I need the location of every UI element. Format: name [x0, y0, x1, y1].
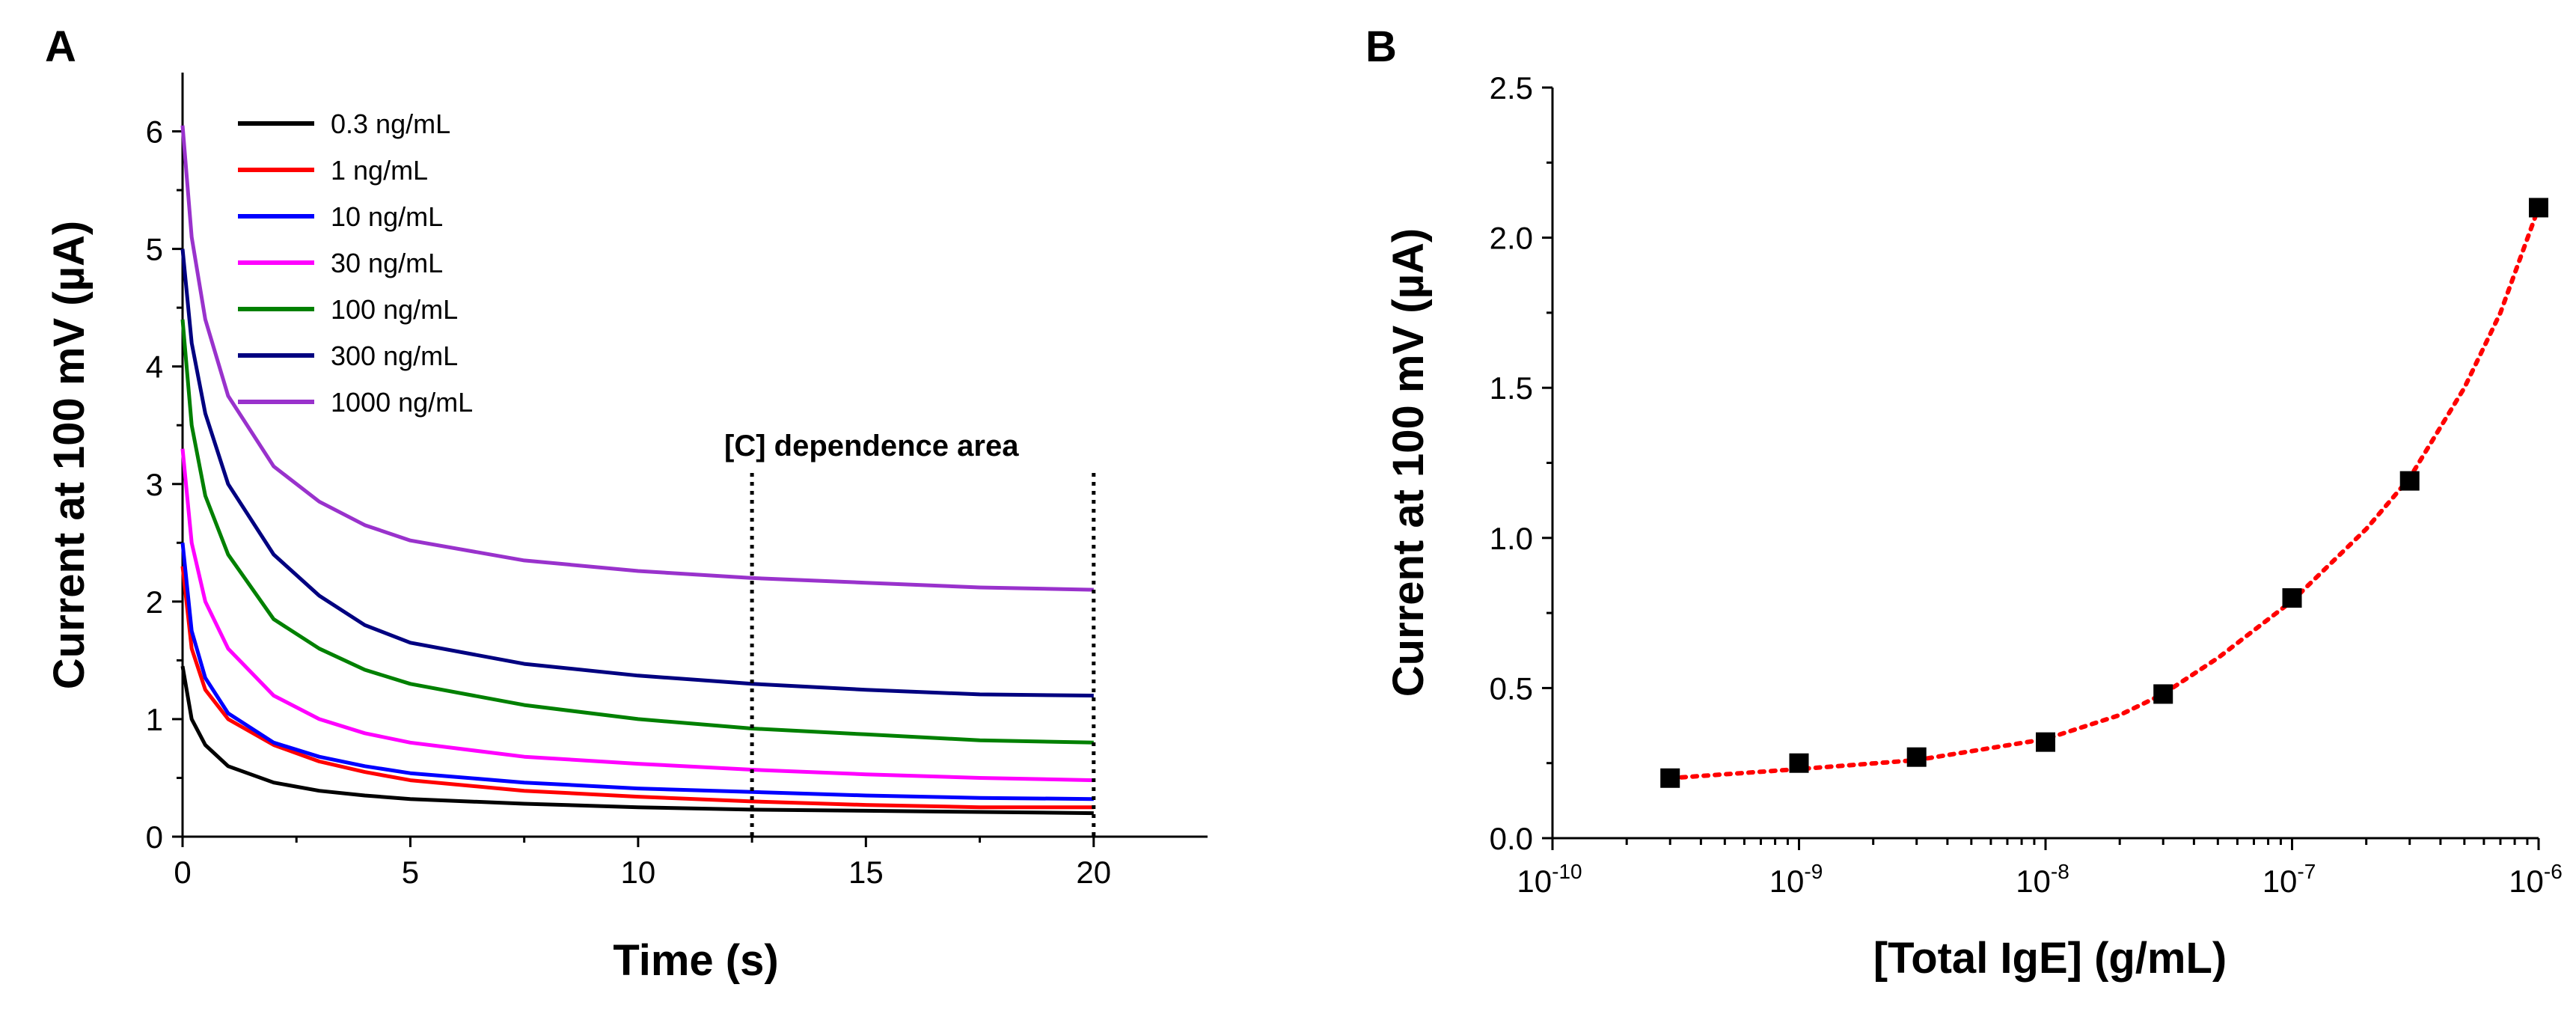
- annotation-text: [C] dependence area: [724, 430, 1019, 462]
- y-tick-label: 4: [146, 349, 163, 385]
- x-tick-label: 10: [621, 855, 656, 890]
- chart-b: 10-10 10-9 10-8 10-7 10-6 0.0 0.5 1.0 1.5 2.0 2.5…: [1384, 70, 2563, 983]
- series-line: [180, 448, 1094, 783]
- y-tick-label: 2.0: [1490, 221, 1533, 256]
- chart-b-fit-curve: [1668, 205, 2541, 781]
- y-tick-label: 6: [146, 114, 163, 150]
- y-tick-label: 1: [146, 702, 163, 737]
- series-line: [180, 566, 1094, 810]
- x-tick-label: 10-9: [1769, 860, 1823, 899]
- y-tick-label: 2: [146, 584, 163, 620]
- chart-b-x-ticks: 10-10 10-9 10-8 10-7 10-6: [1517, 838, 2563, 899]
- chart-a-series: [180, 125, 1094, 816]
- chart-b-y-ticks: 0.0 0.5 1.0 1.5 2.0 2.5: [1490, 70, 1552, 856]
- y-tick-label: 1.5: [1490, 370, 1533, 406]
- y-tick-label: 3: [146, 467, 163, 502]
- y-tick-label: 0.5: [1490, 671, 1533, 706]
- chart-a-legend: 0.3 ng/mL 1 ng/mL 10 ng/mL 30 ng/mL 100 ng/m…: [238, 109, 473, 418]
- data-point: [2153, 684, 2173, 704]
- chart-a-y-title: Current at 100 mV (µA): [45, 221, 94, 689]
- chart-b-y-title: Current at 100 mV (µA): [1384, 228, 1433, 697]
- chart-a-y-ticks: 0 1 2 3 4 5 6: [146, 114, 183, 855]
- x-tick-label: 10-8: [2016, 860, 2069, 899]
- chart-a-annotation: [C] dependence area: [724, 430, 1096, 837]
- legend-label: 1 ng/mL: [331, 155, 428, 186]
- chart-a-x-ticks: 0 5 10 15 20: [174, 837, 1111, 890]
- y-tick-label: 2.5: [1490, 70, 1533, 106]
- y-tick-label: 1.0: [1490, 521, 1533, 556]
- legend-label: 100 ng/mL: [331, 294, 458, 325]
- x-tick-label: 5: [402, 855, 419, 890]
- series-line: [180, 125, 1094, 592]
- x-tick-label: 10-10: [1517, 860, 1582, 899]
- data-point: [2282, 588, 2302, 608]
- chart-a: 0 5 10 15 20 0 1 2 3 4 5 6 [C] dependence area 0.3…: [45, 73, 1208, 985]
- chart-b-x-title: [Total IgE] (g/mL): [1873, 934, 2227, 983]
- x-tick-label: 15: [848, 855, 884, 890]
- y-tick-label: 0.0: [1490, 821, 1533, 856]
- x-tick-label: 0: [174, 855, 191, 890]
- panel-label-b: B: [1365, 22, 1397, 71]
- series-line: [180, 543, 1094, 801]
- y-tick-label: 0: [146, 819, 163, 855]
- series-line: [180, 248, 1094, 697]
- x-tick-label: 10-6: [2509, 860, 2563, 899]
- data-point: [2529, 198, 2548, 218]
- legend-label: 30 ng/mL: [331, 248, 443, 278]
- series-line: [180, 319, 1094, 745]
- legend-label: 10 ng/mL: [331, 201, 443, 232]
- legend-label: 1000 ng/mL: [331, 387, 473, 418]
- data-point: [1906, 747, 1927, 767]
- y-tick-label: 5: [146, 232, 163, 267]
- series-line: [180, 665, 1094, 816]
- data-point: [1789, 753, 1809, 773]
- legend-label: 300 ng/mL: [331, 341, 458, 371]
- fit-curve-line: [1668, 205, 2541, 781]
- data-point: [2399, 471, 2420, 491]
- legend-label: 0.3 ng/mL: [331, 109, 450, 139]
- data-point: [2036, 732, 2055, 752]
- data-point: [1660, 768, 1680, 788]
- x-tick-label: 20: [1076, 855, 1111, 890]
- chart-a-x-title: Time (s): [613, 936, 778, 985]
- chart-b-points: [1660, 198, 2548, 788]
- chart-b-axes: [1551, 88, 2539, 840]
- panel-label-a: A: [45, 22, 76, 71]
- x-tick-label: 10-7: [2263, 860, 2316, 899]
